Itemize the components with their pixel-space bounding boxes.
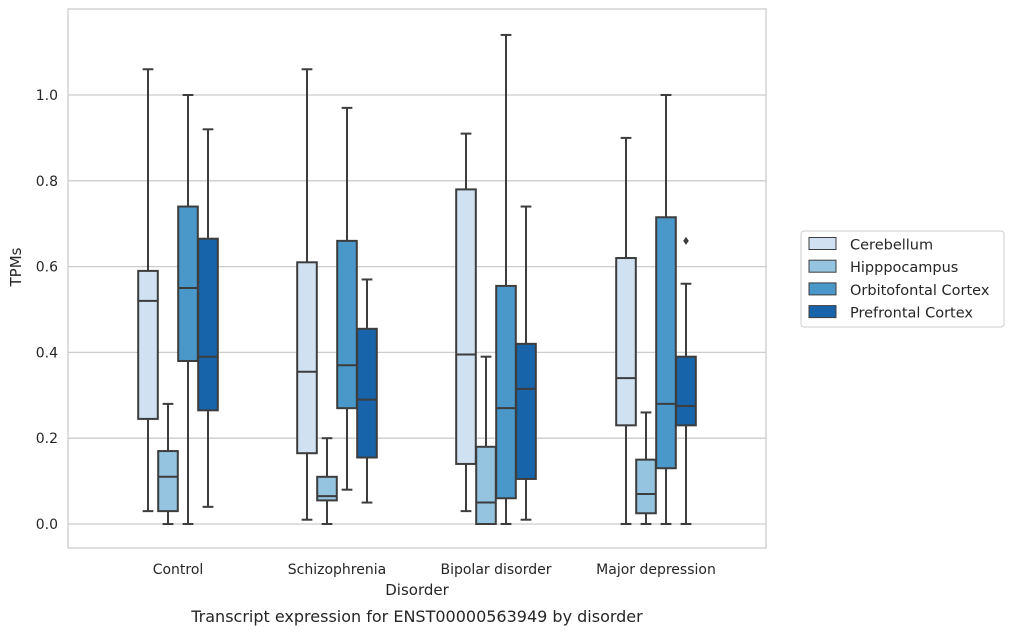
y-tick-label: 0.6 <box>36 260 58 276</box>
iqr-box <box>635 458 657 515</box>
x-tick-label: Control <box>153 562 204 578</box>
legend-swatch <box>808 282 837 296</box>
x-tick-labels: Control Schizophrenia Bipolar disorder Majo… <box>153 562 716 578</box>
boxes <box>137 33 697 525</box>
box-orbitofontal-cortex <box>655 94 677 525</box>
iqr-box <box>475 445 497 525</box>
box-cerebellum <box>296 68 318 521</box>
iqr-box <box>177 205 199 362</box>
iqr-box <box>455 188 477 465</box>
legend-swatch <box>808 305 837 319</box>
x-axis-label: Disorder <box>385 581 449 599</box>
box-prefrontal-cortex <box>356 278 378 504</box>
box-prefrontal-cortex <box>675 236 697 525</box>
y-tick-label: 0.8 <box>36 174 58 190</box>
box-cerebellum <box>615 136 637 525</box>
box-orbitofontal-cortex <box>177 94 199 525</box>
y-tick-label: 1.0 <box>36 88 58 104</box>
box-cerebellum <box>455 132 477 513</box>
iqr-box <box>137 269 159 420</box>
y-tick-labels: 0.0 0.2 0.4 0.6 0.8 1.0 <box>36 88 58 533</box>
plot-frame <box>67 8 767 549</box>
legend: Cerebellum Hipppocampus Orbitofontal Corte… <box>800 230 1005 328</box>
y-tick-label: 0.4 <box>36 345 58 361</box>
iqr-box <box>615 257 637 427</box>
box-prefrontal-cortex <box>197 128 219 508</box>
legend-swatch <box>808 259 837 273</box>
box-prefrontal-cortex <box>515 205 537 521</box>
box-hipppocampus <box>316 437 338 525</box>
x-tick-label: Schizophrenia <box>288 562 386 578</box>
legend-swatch <box>808 237 837 250</box>
iqr-box <box>495 284 517 500</box>
iqr-box <box>157 450 179 513</box>
legend-label: Prefrontal Cortex <box>850 306 973 322</box>
box-hipppocampus <box>157 402 179 525</box>
y-tick-label: 0.2 <box>36 431 58 447</box>
iqr-box <box>675 355 697 427</box>
iqr-box <box>296 261 318 455</box>
iqr-box <box>655 216 677 470</box>
y-axis-label: TPMs <box>7 247 25 287</box>
iqr-box <box>336 239 358 410</box>
legend-label: Hipppocampus <box>850 260 958 276</box>
box-cerebellum <box>137 68 159 513</box>
iqr-box <box>356 327 378 459</box>
iqr-box <box>316 475 338 502</box>
iqr-box <box>515 342 537 480</box>
box-hipppocampus <box>475 355 497 525</box>
x-tick-label: Bipolar disorder <box>440 562 551 578</box>
legend-label: Orbitofontal Cortex <box>850 283 990 299</box>
y-tick-label: 0.0 <box>36 517 58 533</box>
x-tick-label: Major depression <box>596 562 716 578</box>
box-orbitofontal-cortex <box>336 106 358 491</box>
box-orbitofontal-cortex <box>495 33 517 525</box>
iqr-box <box>197 237 219 412</box>
box-hipppocampus <box>635 411 657 525</box>
outlier-point <box>683 236 689 245</box>
chart-caption: Transcript expression for ENST0000056394… <box>190 607 643 626</box>
legend-frame <box>800 230 1005 328</box>
legend-label: Cerebellum <box>850 238 933 254</box>
